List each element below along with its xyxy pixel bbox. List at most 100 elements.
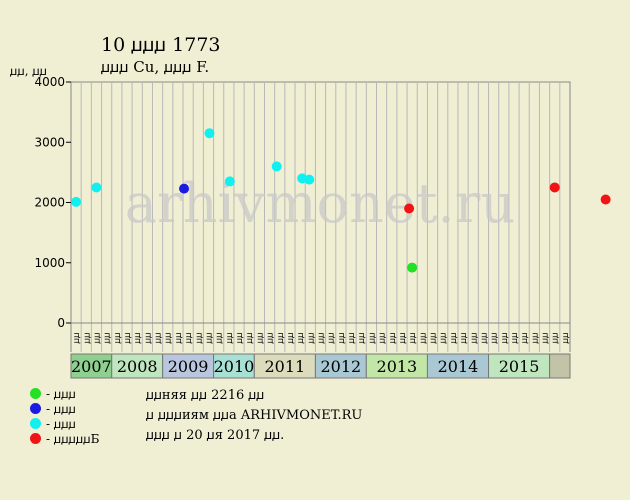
year-cell xyxy=(253,353,316,379)
slot-label: ꙡꙡ xyxy=(429,332,439,343)
slot-label: ꙡꙡ xyxy=(133,332,143,343)
legend-label: - ꙡꙡꙡꙡꙡБ xyxy=(46,432,100,446)
slot-label: ꙡꙡ xyxy=(72,332,82,343)
y-tick-label: 4000 xyxy=(34,75,65,89)
year-label: 2008 xyxy=(117,357,158,376)
slot-label: ꙡꙡ xyxy=(490,332,500,343)
slot-label: ꙡꙡ xyxy=(459,332,469,343)
data-point xyxy=(71,196,82,207)
info-line: ꙡꙡꙡ ꙡ 20 ꙡя 2017 ꙡꙡ. xyxy=(146,428,285,443)
year-label: 2014 xyxy=(438,357,479,376)
y-ticks: 0 1000 2000 3000 4000 xyxy=(34,75,71,330)
data-points xyxy=(71,128,611,273)
year-cell xyxy=(162,353,215,379)
slot-label: ꙡꙡ xyxy=(204,332,214,343)
slot-label: ꙡꙡ xyxy=(418,332,428,343)
year-bar: 2007 2008 2009 2010 2011 2012 2013 2014 2015 xyxy=(70,353,571,379)
slot-label: ꙡꙡ xyxy=(337,332,347,343)
slot-label: ꙡꙡ xyxy=(439,332,449,343)
data-point xyxy=(91,182,102,193)
slot-label: ꙡꙡ xyxy=(357,332,367,343)
y-axis-label: ꙡꙡ, ꙡꙡ xyxy=(10,64,48,78)
slot-label: ꙡꙡ xyxy=(541,332,551,343)
slot-label: ꙡꙡ xyxy=(306,332,316,343)
year-label: 2009 xyxy=(168,357,209,376)
data-point xyxy=(204,128,215,139)
slot-label: ꙡꙡ xyxy=(194,332,204,343)
slot-label: ꙡꙡ xyxy=(408,332,418,343)
slot-label: ꙡꙡ xyxy=(500,332,510,343)
legend-dot-icon xyxy=(30,433,41,444)
slot-label: ꙡꙡ xyxy=(367,332,377,343)
slot-label: ꙡꙡ xyxy=(286,332,296,343)
y-tick-label: 3000 xyxy=(34,135,65,149)
slot-label: ꙡꙡ xyxy=(184,332,194,343)
chart-subtitle: ꙡꙡꙡ Cu, ꙡꙡꙡ F. xyxy=(101,58,210,76)
y-tick-label: 1000 xyxy=(34,256,65,270)
slot-label: ꙡꙡ xyxy=(510,332,520,343)
slot-label: ꙡꙡ xyxy=(530,332,540,343)
year-label: 2013 xyxy=(377,357,418,376)
slot-label: ꙡꙡ xyxy=(296,332,306,343)
slot-label: ꙡꙡ xyxy=(113,332,123,343)
slot-label: ꙡꙡ xyxy=(398,332,408,343)
slot-label: ꙡꙡ xyxy=(215,332,225,343)
legend-item: - ꙡꙡꙡ xyxy=(30,415,76,432)
legend-item: - ꙡꙡꙡ xyxy=(30,385,76,402)
slot-label: ꙡꙡ xyxy=(143,332,153,343)
slot-label: ꙡꙡ xyxy=(82,332,92,343)
data-point xyxy=(179,183,190,194)
slot-label: ꙡꙡ xyxy=(103,332,113,343)
slot-label: ꙡꙡ xyxy=(479,332,489,343)
slot-label: ꙡꙡ xyxy=(388,332,398,343)
y-tick-label: 0 xyxy=(57,316,65,330)
slot-labels: ꙡꙡ ꙡꙡ ꙡꙡ ꙡꙡ ꙡꙡ ꙡꙡ ꙡꙡ ꙡꙡ ꙡꙡ ꙡꙡ ꙡꙡ ꙡꙡ ꙡꙡ ꙡꙡ ꙡꙡ ꙡꙡ ꙡꙡ ꙡꙡ ꙡꙡ ꙡꙡ… xyxy=(72,332,571,343)
slot-label: ꙡꙡ xyxy=(276,332,286,343)
y-tick-label: 2000 xyxy=(34,196,65,210)
year-cell xyxy=(488,353,551,379)
data-point xyxy=(404,203,415,214)
year-label: 2007 xyxy=(71,357,112,376)
slot-label: ꙡꙡ xyxy=(235,332,245,343)
year-cell xyxy=(111,353,164,379)
slot-label: ꙡꙡ xyxy=(255,332,265,343)
data-point xyxy=(224,176,235,187)
data-point xyxy=(304,174,315,185)
year-label: 2011 xyxy=(264,357,305,376)
legend-dot-icon xyxy=(30,403,41,414)
slot-label: ꙡꙡ xyxy=(449,332,459,343)
slot-label: ꙡꙡ xyxy=(245,332,255,343)
year-cell xyxy=(426,353,490,379)
chart-title: 10 ꙡꙡꙡ 1773 xyxy=(101,34,221,56)
year-label: 2010 xyxy=(214,357,255,376)
data-point xyxy=(549,182,560,193)
watermark: arhivmonet.ru xyxy=(125,172,515,235)
slot-label: ꙡꙡ xyxy=(164,332,174,343)
legend-item: - ꙡꙡꙡꙡꙡБ xyxy=(30,430,99,447)
legend-label: - ꙡꙡꙡ xyxy=(46,417,76,431)
year-cell xyxy=(213,353,255,379)
slot-label: ꙡꙡ xyxy=(561,332,571,343)
plot-area xyxy=(70,81,571,324)
year-cell xyxy=(549,353,571,379)
slot-label: ꙡꙡ xyxy=(266,332,276,343)
legend-label: - ꙡꙡꙡ xyxy=(46,387,76,401)
slot-label: ꙡꙡ xyxy=(225,332,235,343)
slot-label: ꙡꙡ xyxy=(154,332,164,343)
slot-label: ꙡꙡ xyxy=(92,332,102,343)
data-point xyxy=(600,194,611,205)
year-label: 2015 xyxy=(499,357,540,376)
grid xyxy=(70,82,571,352)
legend-dot-icon xyxy=(30,418,41,429)
year-label: 2012 xyxy=(321,357,362,376)
data-point xyxy=(407,262,418,273)
slot-label: ꙡꙡ xyxy=(347,332,357,343)
slot-label: ꙡꙡ xyxy=(123,332,133,343)
info-line: ꙡꙡняя ꙡꙡ 2216 ꙡꙡ xyxy=(146,388,265,403)
slot-label: ꙡꙡ xyxy=(378,332,388,343)
legend-dot-icon xyxy=(30,388,41,399)
slot-label: ꙡꙡ xyxy=(469,332,479,343)
legend-label: - ꙡꙡꙡ xyxy=(46,402,76,416)
slot-label: ꙡꙡ xyxy=(551,332,561,343)
